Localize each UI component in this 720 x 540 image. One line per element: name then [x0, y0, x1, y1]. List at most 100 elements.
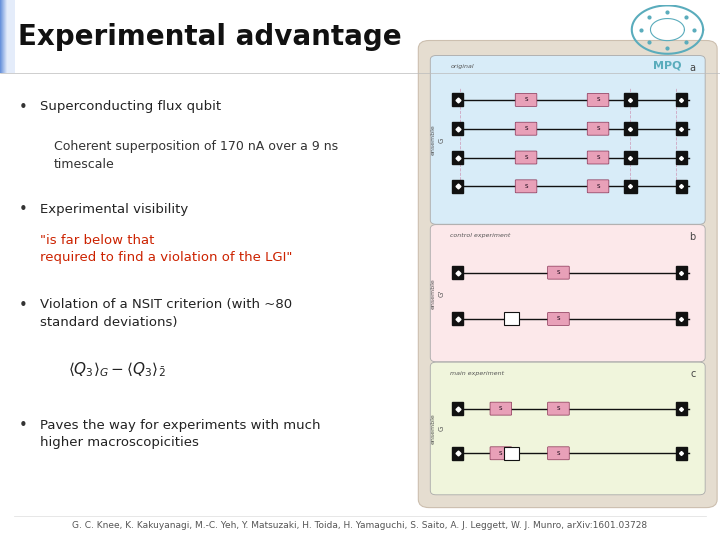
Bar: [5, 0, 13, 73]
Bar: [2, 0, 10, 73]
Bar: [452, 180, 464, 193]
Bar: [4, 0, 12, 73]
Bar: [6, 0, 14, 73]
Bar: [1, 0, 9, 73]
Bar: [6, 0, 14, 73]
Bar: [7, 0, 15, 73]
FancyBboxPatch shape: [516, 122, 537, 135]
Bar: [6, 0, 14, 73]
FancyBboxPatch shape: [431, 225, 705, 362]
Text: G: G: [439, 426, 445, 431]
FancyBboxPatch shape: [588, 151, 609, 164]
Bar: [0, 73, 720, 540]
Bar: [5, 0, 13, 73]
Text: Superconducting flux qubit: Superconducting flux qubit: [40, 100, 221, 113]
Bar: [452, 122, 464, 135]
Bar: [624, 151, 637, 164]
Bar: [5, 0, 13, 73]
Bar: [675, 122, 687, 135]
Bar: [6, 0, 14, 73]
Bar: [2, 0, 10, 73]
Bar: [1, 0, 9, 73]
Text: S: S: [557, 316, 560, 321]
Bar: [4, 0, 12, 73]
Text: Coherent superposition of 170 nA over a 9 ns
timescale: Coherent superposition of 170 nA over a …: [54, 140, 338, 171]
Text: S: S: [557, 270, 560, 275]
Bar: [1, 0, 9, 73]
Bar: [0, 0, 8, 73]
Bar: [1, 0, 9, 73]
Text: •: •: [19, 418, 27, 434]
Bar: [1, 0, 9, 73]
Bar: [4, 0, 12, 73]
Bar: [0, 0, 9, 73]
Bar: [2, 0, 10, 73]
FancyBboxPatch shape: [548, 402, 570, 415]
Text: G. C. Knee, K. Kakuyanagi, M.-C. Yeh, Y. Matsuzaki, H. Toida, H. Yamaguchi, S. S: G. C. Knee, K. Kakuyanagi, M.-C. Yeh, Y.…: [73, 521, 647, 530]
Bar: [1, 0, 9, 73]
Bar: [5, 0, 13, 73]
Bar: [4, 0, 12, 73]
Text: S: S: [524, 126, 528, 131]
Bar: [6, 0, 14, 73]
Text: S: S: [596, 126, 600, 131]
Bar: [6, 0, 14, 73]
Bar: [624, 93, 637, 106]
Bar: [1, 0, 9, 73]
Text: G': G': [439, 289, 445, 297]
FancyBboxPatch shape: [548, 313, 570, 326]
Text: S: S: [557, 406, 560, 411]
Bar: [452, 402, 464, 415]
Bar: [4, 0, 12, 73]
Bar: [4, 0, 12, 73]
Bar: [3, 0, 11, 73]
Bar: [4, 0, 12, 73]
Text: S: S: [499, 406, 503, 411]
Bar: [3, 0, 11, 73]
Bar: [4, 0, 12, 73]
Text: ensemble: ensemble: [431, 278, 435, 308]
FancyBboxPatch shape: [516, 151, 537, 164]
Bar: [4, 0, 12, 73]
Bar: [675, 151, 687, 164]
Bar: [452, 266, 464, 279]
Text: Paves the way for experiments with much
higher macroscopicities: Paves the way for experiments with much …: [40, 418, 320, 449]
Bar: [6, 0, 14, 73]
Bar: [2, 0, 10, 73]
Bar: [452, 313, 464, 326]
Bar: [6, 0, 14, 73]
Bar: [4, 0, 12, 73]
Bar: [7, 0, 15, 73]
Bar: [675, 266, 687, 279]
Bar: [4, 0, 12, 73]
Text: •: •: [19, 298, 27, 313]
Bar: [2, 0, 10, 73]
Bar: [6, 0, 14, 73]
Bar: [1, 0, 9, 73]
Bar: [7, 0, 15, 73]
Bar: [6, 0, 14, 73]
Bar: [4, 0, 12, 73]
FancyBboxPatch shape: [418, 40, 717, 508]
Bar: [6, 0, 14, 73]
Text: $\langle Q_3\rangle_G - \langle Q_3\rangle_{\bar{2}}$: $\langle Q_3\rangle_G - \langle Q_3\rang…: [68, 361, 166, 379]
Text: original: original: [451, 64, 474, 69]
Text: S: S: [524, 184, 528, 189]
Bar: [1, 0, 9, 73]
Text: "is far below that
required to find a violation of the LGI": "is far below that required to find a vi…: [40, 234, 292, 264]
Bar: [624, 180, 637, 193]
Bar: [1, 0, 9, 73]
FancyBboxPatch shape: [588, 93, 609, 106]
Bar: [6, 0, 14, 73]
FancyBboxPatch shape: [588, 122, 609, 135]
Bar: [5, 0, 13, 73]
Bar: [4, 0, 12, 73]
Bar: [675, 313, 687, 326]
Bar: [1, 0, 10, 73]
Text: S: S: [596, 155, 600, 160]
Bar: [4, 0, 12, 73]
FancyBboxPatch shape: [431, 362, 705, 495]
FancyBboxPatch shape: [548, 266, 570, 279]
Bar: [4, 0, 12, 73]
Bar: [6, 0, 14, 73]
